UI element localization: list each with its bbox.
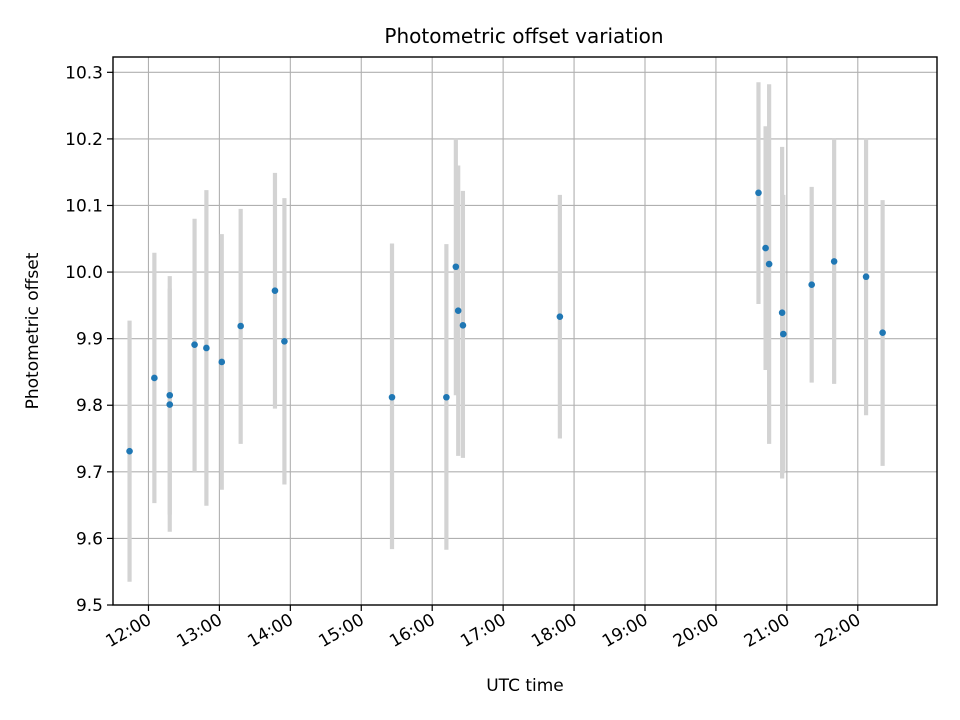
data-point [388, 393, 396, 401]
y-tick-label: 10.2 [65, 130, 103, 150]
data-point [191, 341, 198, 348]
data-point [151, 374, 158, 382]
y-tick-label: 9.5 [76, 596, 103, 616]
data-point [780, 330, 787, 338]
data-point [830, 258, 838, 265]
data-point [765, 260, 773, 268]
data-point [556, 313, 564, 320]
data-point [218, 358, 226, 366]
data-points [126, 189, 886, 455]
data-point [762, 244, 769, 252]
y-axis-title: Photometric offset [23, 252, 43, 409]
data-point [166, 401, 174, 408]
data-point [778, 309, 786, 316]
data-point [237, 322, 244, 330]
plot-frame [112, 56, 938, 606]
y-axis: 9.5 9.6 9.7 9.8 9.9 10.0 10.1 10.2 10.3 [65, 63, 113, 616]
y-tick-label: 9.9 [76, 330, 103, 350]
data-point [452, 263, 460, 271]
x-axis-title: UTC time [486, 676, 564, 696]
data-point [459, 322, 467, 329]
data-point [862, 273, 870, 281]
chart-title: Photometric offset variation [384, 24, 663, 48]
data-point [203, 344, 210, 352]
data-point [126, 447, 133, 455]
data-point [879, 329, 886, 336]
data-point [271, 287, 279, 295]
data-point [281, 338, 288, 345]
y-tick-label: 10.3 [65, 63, 103, 83]
data-point [755, 189, 762, 197]
data-point [454, 307, 462, 314]
data-point [443, 393, 450, 401]
data-point [166, 391, 174, 399]
y-tick-label: 10.0 [65, 263, 103, 283]
y-tick-label: 10.1 [65, 196, 103, 216]
y-tick-label: 9.6 [76, 529, 103, 549]
y-tick-label: 9.8 [76, 396, 103, 416]
grid [113, 57, 937, 606]
data-point [808, 281, 815, 289]
y-tick-label: 9.7 [76, 463, 103, 483]
